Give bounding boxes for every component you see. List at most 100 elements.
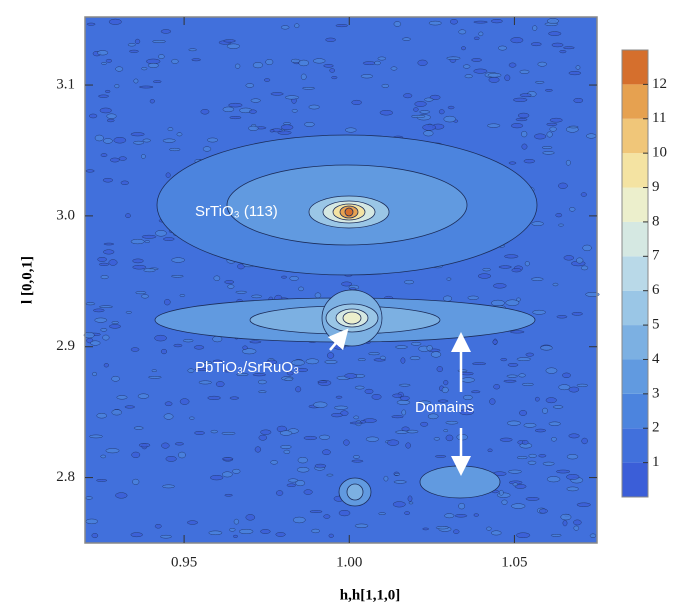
speckle — [550, 533, 562, 537]
speckle — [164, 401, 173, 407]
speckle — [493, 384, 501, 390]
speckle — [408, 501, 414, 505]
speckle — [546, 131, 553, 138]
speckle — [525, 497, 540, 501]
speckle — [514, 484, 527, 489]
speckle — [224, 280, 235, 284]
speckle — [467, 295, 479, 300]
speckle — [229, 116, 242, 120]
speckle — [500, 358, 508, 362]
speckle — [371, 394, 382, 400]
speckle — [504, 254, 519, 259]
speckle — [473, 20, 488, 24]
speckle — [229, 396, 240, 400]
speckle — [473, 68, 488, 74]
speckle — [576, 383, 588, 388]
speckle — [519, 93, 532, 98]
speckle — [423, 130, 434, 137]
colorbar-tick-label: 4 — [652, 351, 660, 367]
speckle — [116, 395, 128, 400]
speckle — [354, 523, 369, 528]
speckle — [443, 115, 457, 123]
colorbar-tick-label: 11 — [652, 110, 666, 126]
speckle — [280, 444, 292, 449]
speckle — [89, 434, 103, 439]
speckle — [297, 457, 308, 464]
speckle — [545, 397, 557, 404]
plot-frame — [84, 16, 598, 544]
speckle — [343, 439, 350, 446]
contour-level — [342, 311, 362, 325]
colorbar-tick-label: 6 — [652, 282, 660, 298]
speckle — [511, 268, 522, 273]
speckle — [111, 375, 120, 382]
speckle — [381, 83, 390, 88]
speckle — [353, 415, 360, 420]
speckle — [365, 436, 379, 442]
speckle — [458, 29, 467, 35]
y-tick-label: 3.1 — [56, 76, 75, 92]
speckle — [132, 258, 144, 264]
speckle — [562, 520, 568, 527]
speckle — [403, 93, 413, 99]
speckle — [405, 442, 411, 449]
speckle — [229, 528, 236, 532]
speckle — [286, 371, 294, 376]
speckle — [516, 456, 528, 460]
colorbar-band — [622, 359, 648, 394]
speckle — [589, 533, 597, 538]
speckle — [208, 530, 223, 536]
speckle — [101, 62, 107, 65]
speckle — [459, 409, 474, 416]
speckle — [118, 156, 127, 161]
colorbar-band — [622, 221, 648, 257]
speckle — [198, 380, 212, 385]
speckle — [163, 237, 175, 241]
speckle — [505, 299, 520, 306]
speckle — [130, 347, 140, 352]
speckle — [326, 473, 334, 477]
speckle — [556, 315, 568, 319]
speckle — [507, 362, 519, 367]
speckle — [556, 469, 571, 474]
speckle — [151, 369, 157, 373]
speckle — [160, 29, 172, 34]
speckle — [133, 140, 145, 145]
speckle — [341, 281, 353, 287]
speckle — [446, 56, 461, 60]
speckle — [531, 221, 544, 226]
speckle — [134, 38, 141, 45]
speckle — [379, 355, 386, 360]
speckle — [575, 257, 584, 264]
speckle — [161, 442, 170, 449]
speckle — [392, 393, 403, 398]
speckle — [327, 352, 335, 359]
speckle — [551, 436, 557, 442]
speckle — [191, 58, 201, 62]
speckle — [213, 275, 221, 282]
speckle — [530, 42, 542, 47]
speckle — [127, 43, 136, 47]
speckle — [295, 367, 309, 373]
speckle — [90, 340, 101, 346]
speckle — [568, 125, 579, 129]
speckle — [325, 37, 336, 42]
speckle — [270, 92, 284, 96]
speckle — [294, 23, 300, 29]
speckle — [249, 340, 262, 344]
speckle — [148, 375, 162, 379]
speckle — [378, 512, 386, 515]
speckle — [154, 334, 167, 342]
speckle — [124, 405, 135, 409]
speckle — [354, 385, 365, 390]
speckle — [581, 437, 588, 445]
speckle — [158, 54, 165, 60]
speckle — [530, 277, 544, 281]
x-tick-label: 1.05 — [501, 554, 527, 570]
speckle — [223, 39, 236, 43]
speckle — [235, 290, 248, 294]
speckle — [105, 448, 120, 454]
speckle — [422, 124, 436, 131]
y-tick-label: 2.8 — [56, 469, 75, 485]
speckle — [233, 518, 240, 525]
